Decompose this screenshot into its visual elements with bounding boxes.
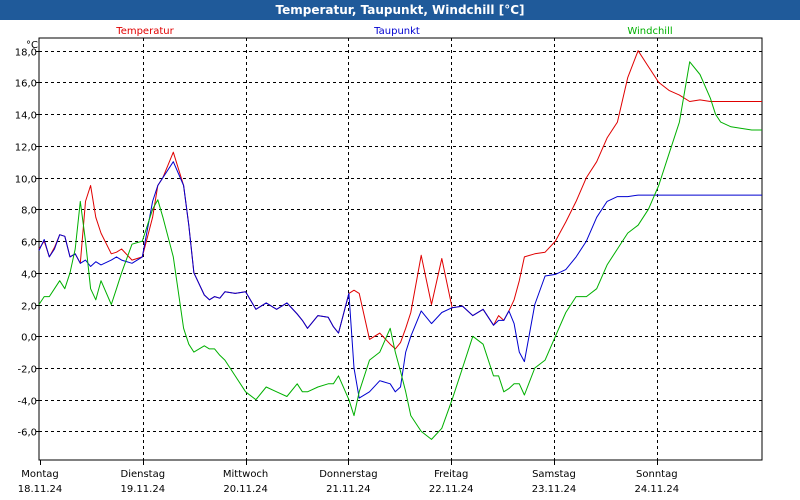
y-tick-label: -4,0 [17,397,37,408]
x-date-label: 22.11.24 [429,484,474,495]
y-tick-label: 0,0 [21,333,37,344]
legend-taupunkt: Taupunkt [373,26,420,37]
y-tick-label: 8,0 [21,206,37,217]
x-day-label: Mittwoch [223,469,268,480]
y-tick-label: 16,0 [15,79,37,90]
y-tick-label: -6,0 [17,428,37,439]
y-axis-unit: °C [26,40,38,51]
x-date-label: 19.11.24 [121,484,166,495]
x-date-label: 20.11.24 [223,484,268,495]
plot-area [38,37,763,461]
y-tick-label: 18,0 [15,48,37,59]
y-tick-label: 14,0 [15,111,37,122]
series-line-temperatur [38,50,762,350]
x-day-label: Dienstag [121,469,166,480]
x-date-label: 23.11.24 [532,484,577,495]
series-lines [38,50,762,440]
x-day-label: Sonntag [636,469,678,480]
x-day-label: Donnerstag [319,469,377,480]
y-tick-label: 6,0 [21,238,37,249]
series-line-taupunkt [38,161,762,399]
x-axis-ticks: Montag 18.11.24 Dienstag 19.11.24 Mittwoch 20… [18,460,679,495]
x-day-label: Samstag [532,469,576,480]
series-line-windchill [38,61,762,440]
y-tick-label: 10,0 [15,175,37,186]
x-date-label: 21.11.24 [326,484,371,495]
y-tick-label: 2,0 [21,302,37,313]
x-date-label: 18.11.24 [18,484,63,495]
y-axis-ticks: 18,0 16,0 14,0 12,0 10,0 8,0 6,0 4,0 2,0 0,0 -2,0 -… [15,48,39,439]
y-tick-label: 12,0 [15,143,37,154]
y-tick-label: -2,0 [17,365,37,376]
y-tick-label: 4,0 [21,270,37,281]
legend-windchill: Windchill [627,26,672,37]
x-day-label: Freitag [434,469,468,480]
legend-temperatur: Temperatur [115,26,174,37]
x-day-label: Montag [21,469,58,480]
x-date-label: 24.11.24 [635,484,680,495]
window-title: Temperatur, Taupunkt, Windchill [°C] [0,0,800,20]
